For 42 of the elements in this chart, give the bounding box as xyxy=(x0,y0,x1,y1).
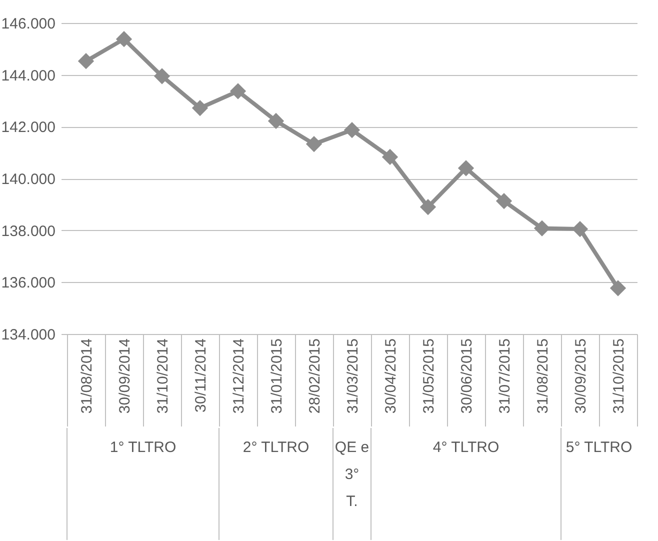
y-tick-label: 134.000 xyxy=(1,326,56,344)
x-tick-label: 31/10/2014 xyxy=(154,338,172,414)
x-tick-label: 30/04/2015 xyxy=(382,338,400,414)
point xyxy=(268,112,284,130)
text: 5° TLTRO xyxy=(566,439,632,456)
text: 2° TLTRO xyxy=(242,439,310,456)
point xyxy=(610,280,626,296)
x-tick-label: 31/08/2014 xyxy=(78,338,96,414)
point xyxy=(382,148,398,166)
y-tick-label: 140.000 xyxy=(1,171,56,188)
text: QE e 3° T. xyxy=(334,439,370,510)
text: 4° TLTRO xyxy=(432,439,500,456)
x-tick-label: 31/07/2015 xyxy=(496,338,514,414)
point xyxy=(116,31,132,48)
x-tick-label: 30/09/2014 xyxy=(116,338,134,414)
x-tick-label: 28/02/2015 xyxy=(306,338,324,414)
x-tick-label: 30/11/2014 xyxy=(192,338,210,412)
point xyxy=(192,100,208,116)
point xyxy=(496,192,512,210)
x-tick-label: 30/09/2015 xyxy=(572,338,590,414)
point xyxy=(534,220,550,236)
y-tick-label: 142.000 xyxy=(1,119,56,136)
x-tick-label: 31/08/2015 xyxy=(534,338,552,414)
point xyxy=(572,220,588,238)
y-tick-label: 136.000 xyxy=(1,274,56,292)
x-tick-label: 31/01/2015 xyxy=(268,338,286,414)
point xyxy=(458,160,474,176)
point xyxy=(344,122,360,138)
point xyxy=(154,68,170,84)
x-tick-label: 31/05/2015 xyxy=(420,338,438,414)
point xyxy=(78,53,94,70)
x-tick-label: 31/03/2015 xyxy=(344,338,362,414)
y-tick-label: 138.000 xyxy=(1,222,56,240)
point xyxy=(306,136,322,152)
text: 1° TLTRO xyxy=(110,439,176,456)
x-tick-label: 31/10/2015 xyxy=(610,338,628,414)
point xyxy=(230,83,246,100)
x-tick-label: 31/12/2014 xyxy=(230,338,248,414)
y-tick-label: 144.000 xyxy=(1,67,56,84)
x-tick-label: 30/06/2015 xyxy=(458,338,476,414)
point xyxy=(420,198,436,216)
y-tick-label: 146.000 xyxy=(1,16,56,32)
